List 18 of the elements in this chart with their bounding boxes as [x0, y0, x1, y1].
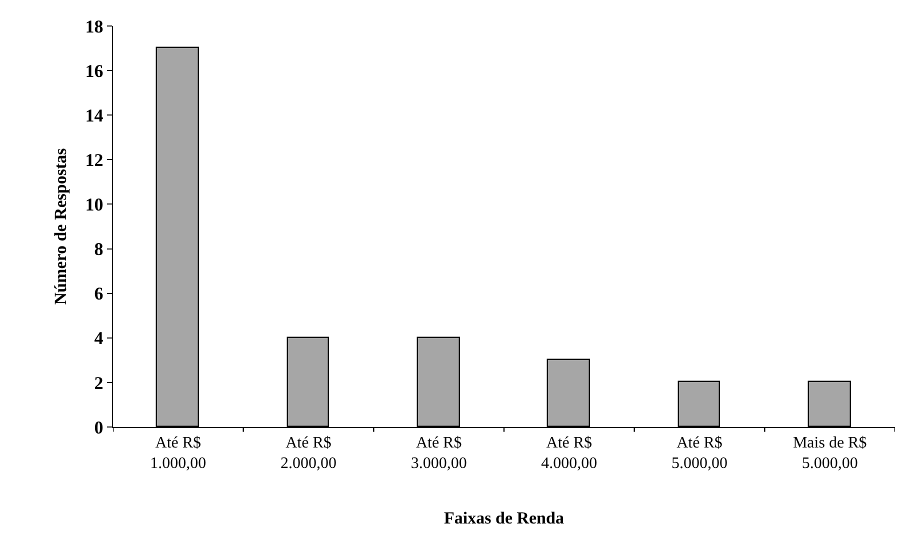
y-axis-title: Número de Respostas [50, 148, 70, 305]
y-tick-label: 12 [85, 150, 104, 170]
y-tick-label: 16 [85, 60, 104, 81]
y-tick-label: 8 [94, 239, 104, 260]
y-tick-label: 10 [85, 194, 104, 215]
x-tick-label: Até R$ 5.000,00 [672, 434, 728, 472]
y-tick-label: 14 [85, 105, 104, 126]
y-tick-label: 4 [94, 328, 104, 348]
x-tick-label: Até R$ 3.000,00 [410, 434, 467, 472]
y-tick-label: 2 [94, 372, 104, 393]
y-tick-label: 6 [94, 284, 104, 304]
x-tick-label: Mais de R$ 5.000,00 [792, 434, 867, 472]
x-tick-label: Até R$ 2.000,00 [280, 434, 336, 472]
x-tick-label: Até R$ 4.000,00 [541, 434, 598, 472]
x-axis-title: Faixas de Renda [444, 508, 564, 528]
y-tick-label: 0 [94, 417, 104, 438]
y-tick-label: 18 [85, 16, 104, 36]
x-tick-label: Até R$ 1.000,00 [150, 434, 206, 472]
